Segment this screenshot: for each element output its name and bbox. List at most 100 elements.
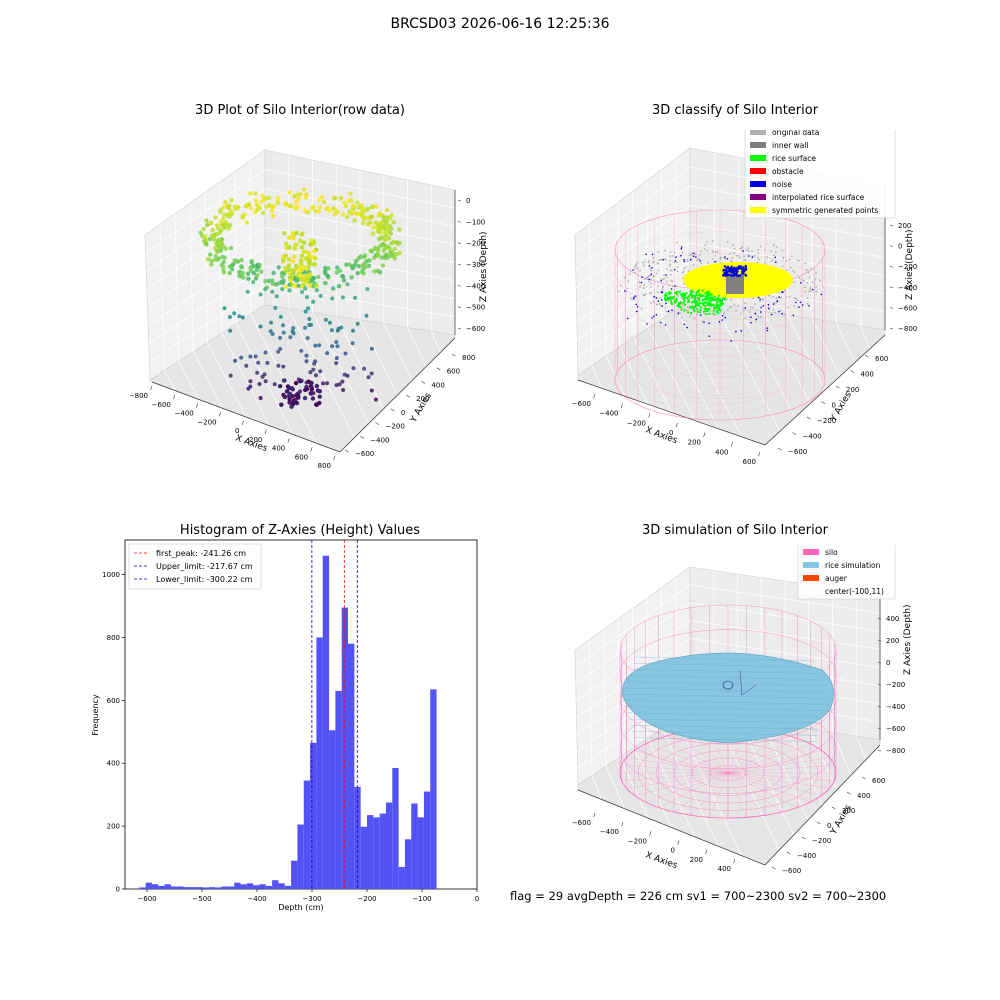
scatter-point (262, 197, 267, 202)
histogram-bar (379, 813, 386, 889)
noise-point (772, 303, 775, 305)
noise-point (776, 300, 779, 302)
original-point (711, 249, 714, 252)
p4-y-tick-label: 0 (827, 822, 831, 830)
p2-x-tick-label: 0 (669, 429, 673, 437)
rice-surface-point (692, 307, 695, 310)
legend-label: center(-100,11) (825, 587, 884, 596)
silo-floor-spoke (626, 772, 729, 789)
silo-floor-spoke (727, 772, 798, 808)
x-tick-label: 0 (475, 895, 479, 903)
original-point (685, 266, 687, 269)
x-tick-label: −500 (192, 895, 211, 903)
original-point (772, 295, 774, 298)
scatter-point (383, 215, 389, 221)
original-point (785, 296, 788, 299)
y-tick-label: 0 (116, 886, 120, 894)
original-point (766, 256, 768, 258)
scatter-point (369, 388, 374, 393)
scatter-point (337, 268, 343, 273)
p4-y-tick-label: −400 (797, 852, 816, 860)
original-point (738, 256, 741, 259)
noise-point (748, 255, 750, 257)
original-point (689, 315, 691, 318)
original-point (658, 302, 661, 305)
scatter-point (365, 206, 371, 212)
scatter-point (355, 271, 360, 276)
rice-surface-point (703, 298, 706, 301)
p4-z-tick-mark (877, 639, 881, 642)
rice-surface-point (689, 293, 692, 296)
scatter-point (293, 380, 299, 386)
rice-surface-point (694, 294, 697, 297)
p2-x-tick-mark (703, 432, 706, 437)
scatter-point (383, 255, 388, 260)
silo-floor-spoke (727, 772, 822, 796)
p2-y-tick-label: −600 (788, 448, 807, 456)
original-point (644, 293, 647, 295)
scatter-point (336, 326, 341, 331)
histogram-bar (227, 886, 235, 889)
legend-label: Lower_limit: -300.22 cm (156, 575, 253, 584)
scatter-point (317, 197, 322, 203)
noise-point (714, 260, 716, 263)
original-point (806, 297, 809, 299)
noise-point (680, 254, 682, 257)
status-footer: flag = 29 avgDepth = 226 cm sv1 = 700~23… (510, 889, 887, 903)
scatter-point (239, 355, 244, 360)
rice-surface-point (704, 305, 707, 308)
silo-floor-ring (635, 347, 805, 413)
original-point (703, 248, 706, 250)
original-point (666, 276, 669, 279)
original-point (724, 257, 726, 260)
original-point (757, 249, 760, 251)
scatter-point (341, 212, 346, 217)
original-point (783, 313, 786, 316)
original-point (792, 270, 795, 272)
scatter-point (308, 391, 314, 396)
original-point (619, 284, 622, 287)
histogram-bar (145, 882, 152, 889)
scatter-point (240, 215, 245, 220)
original-point (656, 303, 658, 306)
noise-point (651, 253, 654, 256)
original-point (772, 309, 775, 311)
scatter-point (302, 280, 307, 286)
scatter-point (213, 257, 218, 262)
scatter-point (342, 372, 347, 377)
scatter-point (335, 209, 340, 215)
original-point (671, 269, 673, 272)
scatter-point (340, 274, 346, 279)
y-tick-label: 600 (107, 697, 120, 705)
p4-y-tick-label: 200 (842, 807, 855, 815)
grid-line (661, 318, 719, 429)
silo-floor-spoke (727, 772, 783, 813)
grid-line (312, 312, 370, 424)
noise-point (653, 296, 655, 298)
grid-line (661, 728, 719, 847)
original-point (682, 270, 685, 272)
scatter-point (287, 400, 292, 405)
legend-label: obstacle (772, 167, 804, 176)
p1-z-tick-mark (457, 306, 461, 308)
panel2-title: 3D classify of Silo Interior (651, 103, 819, 118)
scatter-point (333, 195, 338, 201)
histogram-bar (322, 555, 330, 889)
scatter-point (392, 246, 397, 252)
scatter-point (263, 287, 268, 291)
original-point (650, 302, 653, 305)
rice-surface-point (665, 294, 669, 297)
scatter-point (311, 299, 316, 304)
rice-surface-point (680, 308, 683, 311)
noise-point (733, 273, 736, 277)
noise-point (661, 291, 664, 294)
silo-floor-spoke (727, 743, 811, 774)
scatter-point (282, 378, 287, 383)
original-point (758, 300, 761, 302)
rice-surface-point (705, 298, 708, 301)
original-point (813, 282, 816, 285)
scatter-point (359, 211, 364, 216)
histogram-bar (291, 860, 298, 889)
noise-point (703, 321, 705, 323)
p2-z-tick-mark (889, 224, 893, 227)
